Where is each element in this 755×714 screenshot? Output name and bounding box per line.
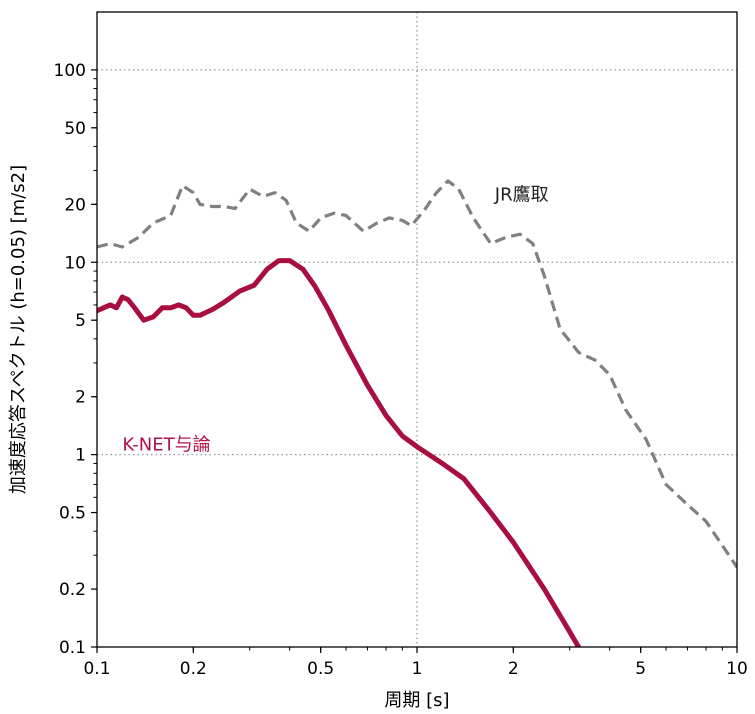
y-tick-label: 5 [75, 311, 86, 331]
series-line-knet-yoron [97, 258, 582, 647]
x-tick-label: 10 [726, 659, 748, 679]
y-tick-label: 0.1 [59, 638, 86, 658]
x-axis-title: 周期 [s] [384, 690, 449, 711]
annotation-jr-takatori: JR鷹取 [494, 183, 549, 205]
y-axis-title: 加速度応答スペクトル (h=0.05) [m/s2] [8, 165, 29, 494]
grid-layer [97, 12, 737, 647]
y-tick-label: 50 [64, 119, 86, 139]
x-tick-label: 1 [412, 659, 423, 679]
y-tick-label: 0.2 [59, 580, 86, 600]
x-tick-label: 2 [508, 659, 519, 679]
y-tick-label: 0.5 [59, 504, 86, 524]
series-line-jr-takatori [97, 179, 737, 569]
minor-ticks [93, 78, 723, 651]
y-tick-label: 10 [64, 253, 86, 273]
annotation-layer: JR鷹取 K-NET与論 [122, 183, 548, 455]
x-tick-label: 0.5 [307, 659, 334, 679]
x-tick-label: 0.1 [83, 659, 110, 679]
series-layer [97, 179, 737, 647]
y-tick-label: 20 [64, 195, 86, 215]
annotation-knet-yoron: K-NET与論 [122, 435, 210, 456]
x-tick-label: 0.2 [180, 659, 207, 679]
plot-frame [96, 11, 738, 648]
y-tick-label: 2 [75, 388, 86, 408]
x-tick-label: 5 [635, 659, 646, 679]
y-tick-label: 100 [54, 61, 86, 81]
major-ticks: 0.1 0.2 0.5 1 2 5 10 0.1 0.2 0.5 1 2 5 10 20 50 100 [54, 61, 748, 679]
y-tick-label: 1 [75, 446, 86, 466]
